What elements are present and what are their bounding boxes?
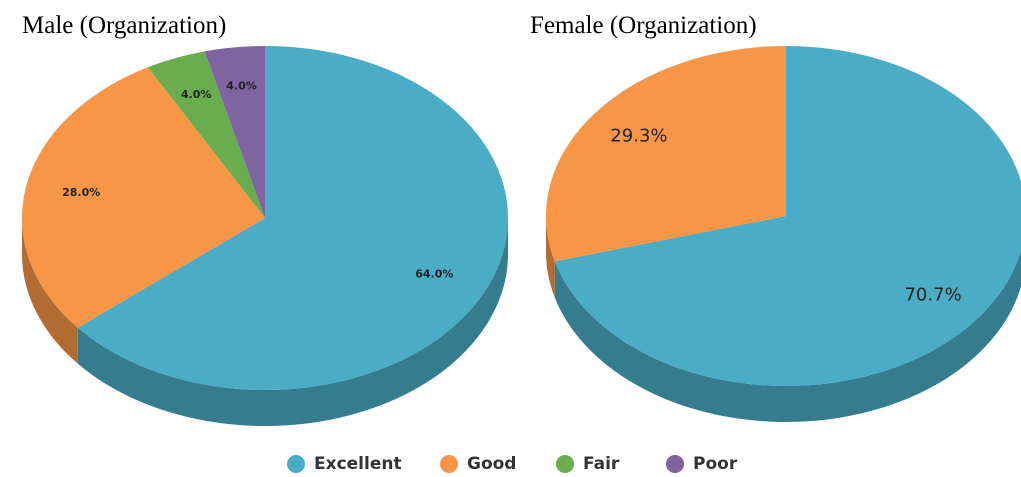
pie-slice bbox=[546, 46, 786, 262]
legend-label: Fair bbox=[583, 454, 620, 474]
pie-side bbox=[554, 250, 1021, 422]
data-label: 29.3% bbox=[610, 126, 667, 147]
legend-label: Excellent bbox=[314, 454, 402, 474]
legend-marker bbox=[556, 455, 574, 473]
pie-slice bbox=[21, 67, 266, 328]
pie-side bbox=[77, 218, 508, 426]
data-label: 70.7% bbox=[904, 284, 961, 305]
pie-side bbox=[546, 216, 555, 298]
legend-label: Poor bbox=[693, 454, 738, 474]
legend-label: Good bbox=[467, 454, 516, 474]
data-label: 4.0% bbox=[181, 88, 212, 101]
legend-marker bbox=[666, 455, 684, 473]
chart-title: Female (Organization) bbox=[530, 12, 757, 39]
data-label: 4.0% bbox=[226, 80, 257, 93]
pie-slice bbox=[554, 46, 1021, 386]
chart-title: Male (Organization) bbox=[22, 12, 226, 39]
pie-slice bbox=[147, 51, 265, 218]
data-label: 64.0% bbox=[415, 267, 453, 280]
data-label: 28.0% bbox=[62, 186, 100, 199]
legend-marker bbox=[287, 455, 305, 473]
pie-side bbox=[22, 218, 78, 364]
pie-slice bbox=[204, 46, 265, 218]
legend-marker bbox=[440, 455, 458, 473]
pie-slice bbox=[77, 46, 509, 391]
